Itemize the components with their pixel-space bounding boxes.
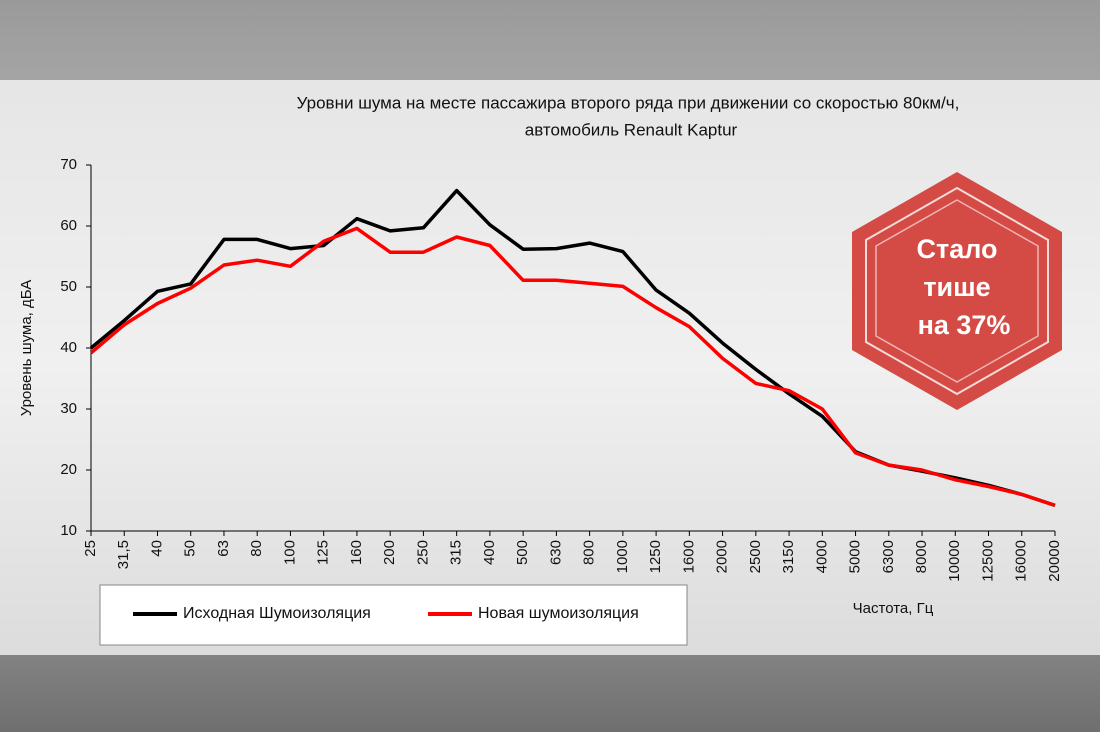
x-tick-label: 2500 bbox=[747, 540, 764, 573]
legend-label: Новая шумоизоляция bbox=[478, 605, 639, 622]
badge-text: тише bbox=[923, 272, 990, 302]
badge-outline bbox=[875, 199, 1039, 383]
y-tick-label: 20 bbox=[60, 461, 77, 478]
x-tick-label: 200 bbox=[381, 540, 398, 565]
x-tick-label: 3150 bbox=[780, 540, 797, 573]
y-tick-label: 10 bbox=[60, 522, 77, 539]
y-axis-label: Уровень шума, дБА bbox=[18, 280, 35, 417]
x-tick-label: 6300 bbox=[880, 540, 897, 573]
x-tick-label: 1000 bbox=[614, 540, 631, 573]
x-tick-label: 40 bbox=[148, 540, 165, 557]
y-tick-label: 40 bbox=[60, 339, 77, 356]
x-tick-label: 630 bbox=[547, 540, 564, 565]
legend bbox=[99, 584, 688, 646]
chart-title: Уровни шума на месте пассажира второго р… bbox=[297, 93, 960, 112]
x-tick-label: 250 bbox=[414, 540, 431, 565]
x-tick-label: 100 bbox=[281, 540, 298, 565]
x-tick-label: 800 bbox=[581, 540, 598, 565]
chart-title: автомобиль Renault Kaptur bbox=[525, 120, 738, 139]
y-tick-label: 50 bbox=[60, 278, 77, 295]
x-tick-label: 315 bbox=[448, 540, 465, 565]
x-tick-label: 500 bbox=[514, 540, 531, 565]
y-tick-label: 70 bbox=[60, 156, 77, 173]
badge-text: на 37% bbox=[918, 310, 1011, 340]
x-tick-label: 400 bbox=[481, 540, 498, 565]
series-line bbox=[89, 226, 1056, 508]
legend-label: Исходная Шумоизоляция bbox=[183, 605, 371, 622]
x-tick-label: 1600 bbox=[680, 540, 697, 573]
badge-outline bbox=[865, 186, 1049, 396]
x-axis-label: Частота, Гц bbox=[853, 600, 934, 617]
x-tick-label: 125 bbox=[315, 540, 332, 565]
badge-text: Стало bbox=[916, 234, 997, 264]
y-tick-label: 30 bbox=[60, 400, 77, 417]
x-tick-label: 20000 bbox=[1046, 540, 1063, 582]
badge: 10 20 30 40 50 60 70 25 31,5 40 50 63 80 100 125 160 200… bbox=[60, 156, 1063, 622]
x-tick-label: 50 bbox=[182, 540, 199, 557]
badge-hexagon bbox=[852, 172, 1062, 410]
x-tick-label: 4000 bbox=[813, 540, 830, 573]
x-tick-label: 10000 bbox=[946, 540, 963, 582]
x-tick-label: 12500 bbox=[979, 540, 996, 582]
y-tick-label: 60 bbox=[60, 217, 77, 234]
x-tick-label: 63 bbox=[215, 540, 232, 557]
x-tick-label: 31,5 bbox=[115, 540, 132, 569]
x-tick-label: 1250 bbox=[647, 540, 664, 573]
x-tick-label: 2000 bbox=[714, 540, 731, 573]
x-tick-label: 8000 bbox=[913, 540, 930, 573]
x-tick-label: 25 bbox=[82, 540, 99, 557]
x-tick-label: 5000 bbox=[847, 540, 864, 573]
x-tick-label: 16000 bbox=[1013, 540, 1030, 582]
x-tick-label: 80 bbox=[248, 540, 265, 557]
x-tick-label: 160 bbox=[348, 540, 365, 565]
